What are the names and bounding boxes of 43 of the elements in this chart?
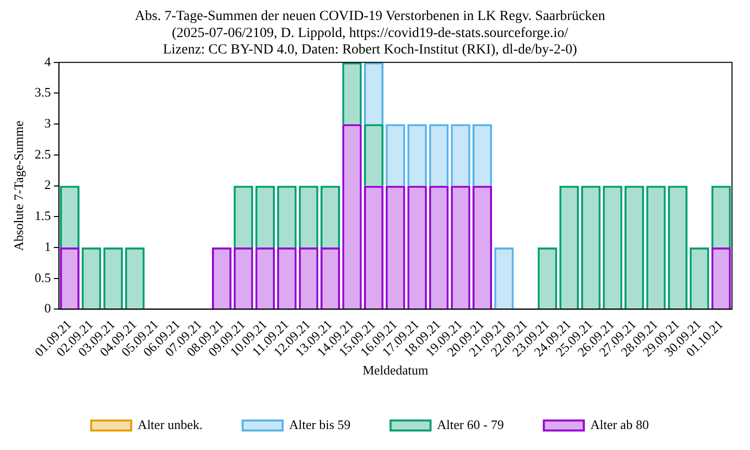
y-tick-label: 2 xyxy=(44,177,51,192)
bar xyxy=(255,186,275,248)
bar xyxy=(212,247,232,309)
bar xyxy=(342,62,362,124)
legend-label: Alter bis 59 xyxy=(289,416,351,432)
bar xyxy=(602,186,622,309)
bar xyxy=(103,247,123,309)
bar xyxy=(234,186,254,248)
y-tick-label: 1 xyxy=(44,238,51,254)
bar xyxy=(407,124,427,186)
y-tick-label: 1.5 xyxy=(34,208,51,224)
bar xyxy=(494,247,514,309)
bar xyxy=(472,124,492,186)
bar xyxy=(364,62,384,124)
y-axis-title: Absolute 7-Tage-Summe xyxy=(11,120,26,251)
legend-label: Alter 60 - 79 xyxy=(437,416,504,432)
bar xyxy=(559,186,579,309)
x-axis-title: Meldedatum xyxy=(362,362,428,378)
bar xyxy=(60,186,80,248)
legend-label: Alter unbek. xyxy=(138,416,203,432)
bar xyxy=(624,186,644,309)
chart-title: Abs. 7-Tage-Summen der neuen COVID-19 Verstorbenen in LK Regv. Saarbrücken (2025-07-06/2109, D. Lippold, https://covid19-de-stats.sourceforge.io/ Lizenz: CC BY-ND 4.0, Daten: Robert Koch-Institut (RKI), dl-de/by-2-0) xyxy=(134,9,606,58)
legend-label: Alter ab 80 xyxy=(590,416,649,432)
bar xyxy=(711,186,731,248)
y-tick-label: 4 xyxy=(44,54,52,69)
bar xyxy=(277,186,297,248)
bar xyxy=(82,247,102,309)
bar xyxy=(429,124,449,186)
bar xyxy=(690,247,710,309)
bar xyxy=(450,124,470,186)
y-tick-label: 2.5 xyxy=(34,146,51,162)
y-tick-label: 0.5 xyxy=(34,270,51,285)
bar xyxy=(298,186,318,248)
y-tick-label: 3 xyxy=(44,116,51,131)
bar xyxy=(386,124,406,186)
bar xyxy=(581,186,601,309)
bar xyxy=(320,186,340,248)
bar xyxy=(646,186,666,309)
y-tick-label: 0 xyxy=(44,300,51,316)
y-tick-label: 3.5 xyxy=(34,84,51,100)
bar xyxy=(668,186,688,309)
bar xyxy=(125,247,145,309)
bar xyxy=(538,247,558,309)
